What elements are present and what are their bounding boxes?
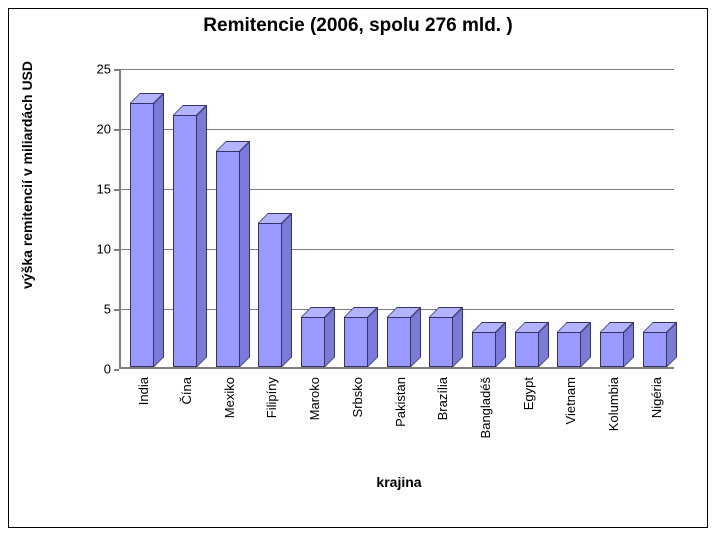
y-tick-mark bbox=[114, 249, 119, 251]
bar bbox=[600, 332, 624, 367]
x-tick-label: India bbox=[136, 377, 151, 405]
bar-front bbox=[429, 317, 453, 367]
x-tick-label: Kolumbia bbox=[606, 377, 621, 431]
y-tick-mark bbox=[114, 189, 119, 191]
bar-front bbox=[344, 317, 368, 367]
y-tick-mark bbox=[114, 309, 119, 311]
x-tick-label: Egypt bbox=[521, 377, 536, 410]
bar-side bbox=[453, 307, 463, 367]
bar-side bbox=[240, 141, 250, 367]
y-tick-mark bbox=[114, 369, 119, 371]
bar bbox=[557, 332, 581, 367]
bar bbox=[429, 317, 453, 367]
x-tick-label: Brazília bbox=[435, 377, 450, 420]
bar-front bbox=[600, 332, 624, 367]
y-tick-mark bbox=[114, 129, 119, 131]
bar bbox=[216, 151, 240, 367]
bar bbox=[472, 332, 496, 367]
y-tick-label: 20 bbox=[85, 122, 111, 137]
y-tick-mark bbox=[114, 69, 119, 71]
bar bbox=[643, 332, 667, 367]
bar-side bbox=[325, 307, 335, 367]
bar-front bbox=[515, 332, 539, 367]
bar-side bbox=[197, 105, 207, 367]
y-tick-label: 5 bbox=[85, 302, 111, 317]
bar-front bbox=[557, 332, 581, 367]
x-tick-label: Filipíny bbox=[264, 377, 279, 418]
y-tick-label: 15 bbox=[85, 182, 111, 197]
chart-plot-wrap: výška remitencií v miliardách USD krajin… bbox=[49, 59, 689, 519]
chart-frame: Remitencie (2006, spolu 276 mld. ) výška… bbox=[8, 8, 708, 528]
chart-title: Remitencie (2006, spolu 276 mld. ) bbox=[9, 15, 707, 37]
x-tick-label: Nigéria bbox=[649, 377, 664, 418]
x-tick-label: Čína bbox=[179, 377, 194, 404]
bar bbox=[258, 223, 282, 367]
bar bbox=[130, 103, 154, 367]
y-axis-title: výška remitencií v miliardách USD bbox=[19, 89, 39, 289]
bar-front bbox=[472, 332, 496, 367]
bar-front bbox=[301, 317, 325, 367]
bar bbox=[301, 317, 325, 367]
y-tick-label: 25 bbox=[85, 62, 111, 77]
y-tick-label: 0 bbox=[85, 362, 111, 377]
x-tick-label: Maroko bbox=[307, 377, 322, 420]
bar-front bbox=[173, 115, 197, 367]
bar bbox=[173, 115, 197, 367]
x-tick-label: Pakistan bbox=[393, 377, 408, 427]
x-tick-label: Srbsko bbox=[350, 377, 365, 417]
x-tick-label: Bangladéš bbox=[478, 377, 493, 438]
bar-front bbox=[643, 332, 667, 367]
bar-side bbox=[282, 213, 292, 367]
chart-plot-area bbox=[119, 69, 674, 369]
x-axis-title: krajina bbox=[249, 474, 549, 490]
x-tick-label: Mexiko bbox=[222, 377, 237, 418]
x-tick-label: Vietnam bbox=[563, 377, 578, 424]
bar bbox=[387, 317, 411, 367]
bar-front bbox=[387, 317, 411, 367]
y-tick-label: 10 bbox=[85, 242, 111, 257]
gridline bbox=[121, 69, 674, 70]
bar bbox=[515, 332, 539, 367]
bar-front bbox=[130, 103, 154, 367]
bar bbox=[344, 317, 368, 367]
bar-front bbox=[216, 151, 240, 367]
bar-front bbox=[258, 223, 282, 367]
bar-side bbox=[154, 93, 164, 367]
